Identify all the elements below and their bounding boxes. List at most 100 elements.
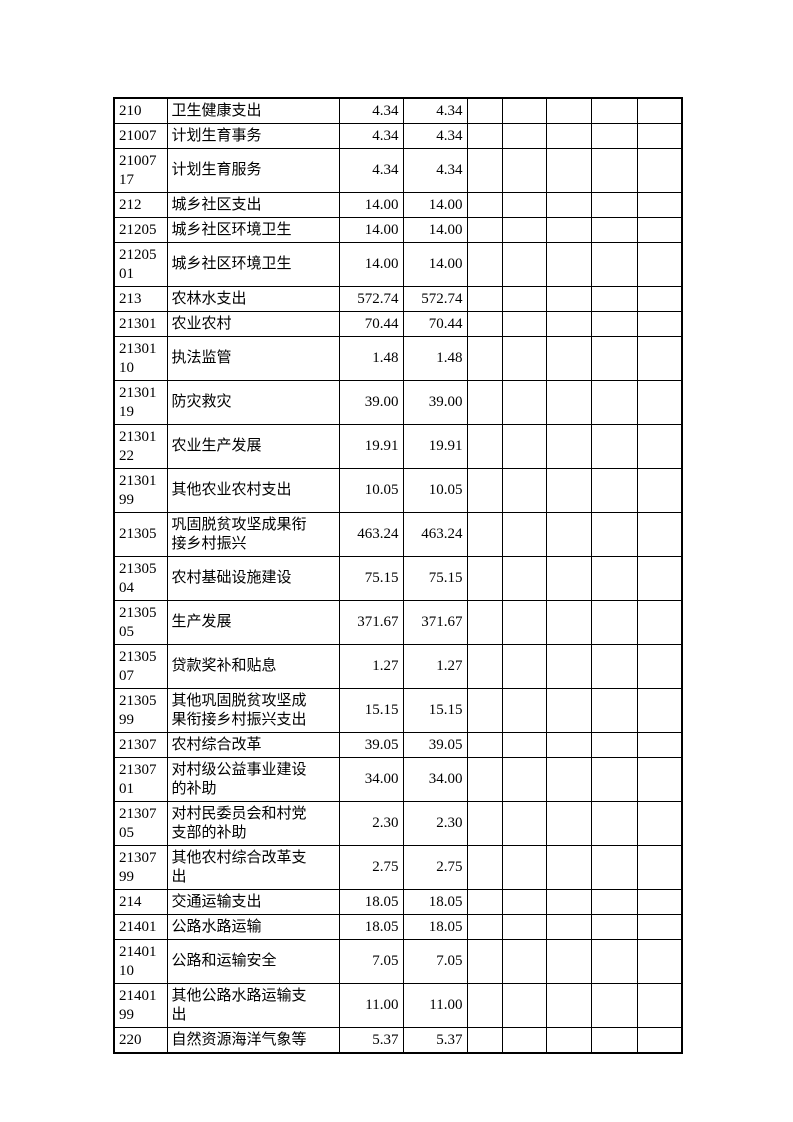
row-amount2-cell: 4.34 bbox=[402, 148, 468, 193]
empty-cell bbox=[501, 123, 547, 149]
row-name-cell: 贷款奖补和贴息 bbox=[166, 644, 340, 689]
row-amount2-cell: 463.24 bbox=[402, 512, 468, 557]
empty-cell bbox=[636, 644, 683, 689]
row-code-cell: 21305 bbox=[113, 512, 168, 557]
empty-cell bbox=[545, 286, 592, 312]
empty-cell bbox=[501, 845, 547, 890]
empty-cell bbox=[501, 556, 547, 601]
row-amount1-cell: 34.00 bbox=[338, 757, 404, 802]
table-row: 21305 05 生产发展 371.67 371.67 bbox=[113, 600, 683, 645]
row-code-cell: 21305 04 bbox=[113, 556, 168, 601]
empty-cell bbox=[636, 845, 683, 890]
empty-cell bbox=[545, 939, 592, 984]
row-name-cell: 农村综合改革 bbox=[166, 732, 340, 758]
row-amount2-cell: 70.44 bbox=[402, 311, 468, 337]
row-name-cell: 计划生育事务 bbox=[166, 123, 340, 149]
empty-cell bbox=[466, 1027, 503, 1054]
empty-cell bbox=[466, 242, 503, 287]
empty-cell bbox=[545, 311, 592, 337]
empty-cell bbox=[590, 468, 638, 513]
empty-cell bbox=[590, 512, 638, 557]
empty-cell bbox=[501, 468, 547, 513]
empty-cell bbox=[501, 512, 547, 557]
empty-cell bbox=[501, 1027, 547, 1054]
empty-cell bbox=[501, 688, 547, 733]
row-code-cell: 21307 05 bbox=[113, 801, 168, 846]
empty-cell bbox=[545, 97, 592, 124]
row-amount1-cell: 1.48 bbox=[338, 336, 404, 381]
row-code-cell: 21401 bbox=[113, 914, 168, 940]
empty-cell bbox=[590, 424, 638, 469]
table-row: 21401 公路水路运输 18.05 18.05 bbox=[113, 914, 683, 940]
row-amount1-cell: 11.00 bbox=[338, 983, 404, 1028]
row-name-cell: 其他农业农村支出 bbox=[166, 468, 340, 513]
budget-table-body: 210 卫生健康支出 4.34 4.34 21007 计划生育事务 4.34 4… bbox=[113, 97, 683, 1054]
empty-cell bbox=[590, 732, 638, 758]
row-amount2-cell: 39.05 bbox=[402, 732, 468, 758]
table-row: 21205 城乡社区环境卫生 14.00 14.00 bbox=[113, 217, 683, 243]
row-code-cell: 210 bbox=[113, 97, 168, 124]
row-code-cell: 21401 99 bbox=[113, 983, 168, 1028]
table-row: 21401 99 其他公路水路运输支 出 11.00 11.00 bbox=[113, 983, 683, 1028]
empty-cell bbox=[636, 688, 683, 733]
empty-cell bbox=[590, 380, 638, 425]
table-row: 210 卫生健康支出 4.34 4.34 bbox=[113, 97, 683, 124]
row-amount1-cell: 4.34 bbox=[338, 123, 404, 149]
table-row: 21007 17 计划生育服务 4.34 4.34 bbox=[113, 148, 683, 193]
row-amount2-cell: 19.91 bbox=[402, 424, 468, 469]
empty-cell bbox=[636, 242, 683, 287]
empty-cell bbox=[636, 468, 683, 513]
empty-cell bbox=[501, 148, 547, 193]
row-name-cell: 公路水路运输 bbox=[166, 914, 340, 940]
empty-cell bbox=[501, 757, 547, 802]
row-amount1-cell: 14.00 bbox=[338, 192, 404, 218]
table-row: 21301 10 执法监管 1.48 1.48 bbox=[113, 336, 683, 381]
row-code-cell: 220 bbox=[113, 1027, 168, 1054]
table-row: 21305 04 农村基础设施建设 75.15 75.15 bbox=[113, 556, 683, 601]
empty-cell bbox=[590, 939, 638, 984]
empty-cell bbox=[545, 845, 592, 890]
empty-cell bbox=[466, 148, 503, 193]
row-name-cell: 城乡社区支出 bbox=[166, 192, 340, 218]
row-code-cell: 21305 05 bbox=[113, 600, 168, 645]
empty-cell bbox=[545, 424, 592, 469]
empty-cell bbox=[636, 512, 683, 557]
empty-cell bbox=[590, 983, 638, 1028]
row-name-cell: 生产发展 bbox=[166, 600, 340, 645]
empty-cell bbox=[501, 286, 547, 312]
empty-cell bbox=[466, 939, 503, 984]
row-amount2-cell: 15.15 bbox=[402, 688, 468, 733]
empty-cell bbox=[466, 845, 503, 890]
empty-cell bbox=[590, 801, 638, 846]
row-code-cell: 21301 10 bbox=[113, 336, 168, 381]
empty-cell bbox=[636, 914, 683, 940]
empty-cell bbox=[466, 801, 503, 846]
table-row: 21307 农村综合改革 39.05 39.05 bbox=[113, 732, 683, 758]
empty-cell bbox=[590, 286, 638, 312]
row-amount2-cell: 2.30 bbox=[402, 801, 468, 846]
row-amount1-cell: 572.74 bbox=[338, 286, 404, 312]
row-amount2-cell: 5.37 bbox=[402, 1027, 468, 1054]
row-amount2-cell: 14.00 bbox=[402, 192, 468, 218]
row-code-cell: 212 bbox=[113, 192, 168, 218]
row-code-cell: 21007 bbox=[113, 123, 168, 149]
empty-cell bbox=[545, 242, 592, 287]
empty-cell bbox=[636, 983, 683, 1028]
row-amount2-cell: 1.48 bbox=[402, 336, 468, 381]
row-amount1-cell: 39.00 bbox=[338, 380, 404, 425]
empty-cell bbox=[466, 556, 503, 601]
empty-cell bbox=[590, 97, 638, 124]
empty-cell bbox=[545, 556, 592, 601]
empty-cell bbox=[636, 148, 683, 193]
row-code-cell: 21307 99 bbox=[113, 845, 168, 890]
row-amount2-cell: 39.00 bbox=[402, 380, 468, 425]
empty-cell bbox=[545, 914, 592, 940]
empty-cell bbox=[636, 286, 683, 312]
row-name-cell: 农业生产发展 bbox=[166, 424, 340, 469]
row-code-cell: 21307 bbox=[113, 732, 168, 758]
row-name-cell: 对村级公益事业建设 的补助 bbox=[166, 757, 340, 802]
empty-cell bbox=[545, 600, 592, 645]
table-row: 21301 22 农业生产发展 19.91 19.91 bbox=[113, 424, 683, 469]
empty-cell bbox=[466, 286, 503, 312]
empty-cell bbox=[636, 123, 683, 149]
